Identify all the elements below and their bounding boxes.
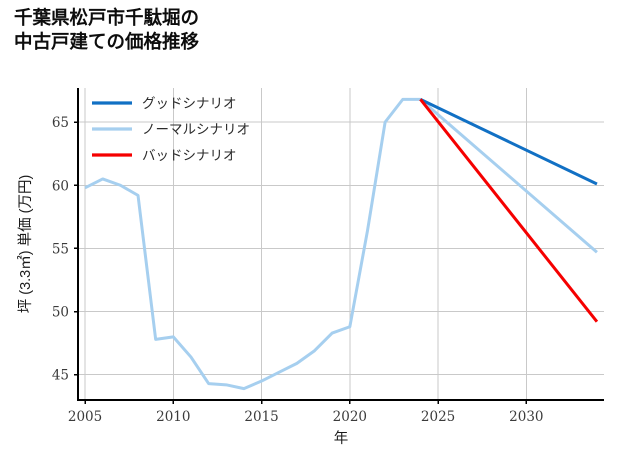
page-title: 千葉県松戸市千駄堀の 中古戸建ての価格推移 [14,7,200,53]
y-tick-label: 55 [52,241,69,257]
y-tick-label: 50 [52,305,69,321]
x-tick-label: 2005 [68,409,102,425]
gridlines-group [78,88,604,400]
legend-label-0: グッドシナリオ [142,96,237,111]
x-axis-tick-labels: 2005 2010 2015 2020 2025 2030 [68,409,544,425]
y-axis-tick-labels: 45 50 55 60 65 [52,115,69,384]
y-tick-label: 45 [52,368,69,384]
axis-spine [76,88,604,402]
axis-titles-group: 年 坪 (3.3㎡) 単価 (万円) [17,175,348,447]
x-tick-label: 2025 [421,409,455,425]
x-tick-label: 2010 [156,409,190,425]
series-group [84,97,599,391]
y-tick-label: 60 [52,178,69,194]
axis-ticks-group [74,121,528,404]
series-line-グッドシナリオ [419,98,598,186]
x-tick-label: 2020 [333,409,367,425]
legend-label-1: ノーマルシナリオ [142,122,250,137]
x-tick-label: 2015 [244,409,278,425]
x-tick-label: 2030 [509,409,543,425]
y-axis-title: 坪 (3.3㎡) 単価 (万円) [17,175,34,314]
series-line-バッドシナリオ [419,98,599,323]
legend-label-2: バッドシナリオ [142,148,237,163]
series-line-ノーマルシナリオ [84,97,598,391]
y-tick-label: 65 [52,115,69,131]
axes-spines [76,88,604,402]
x-axis-title: 年 [334,430,349,447]
